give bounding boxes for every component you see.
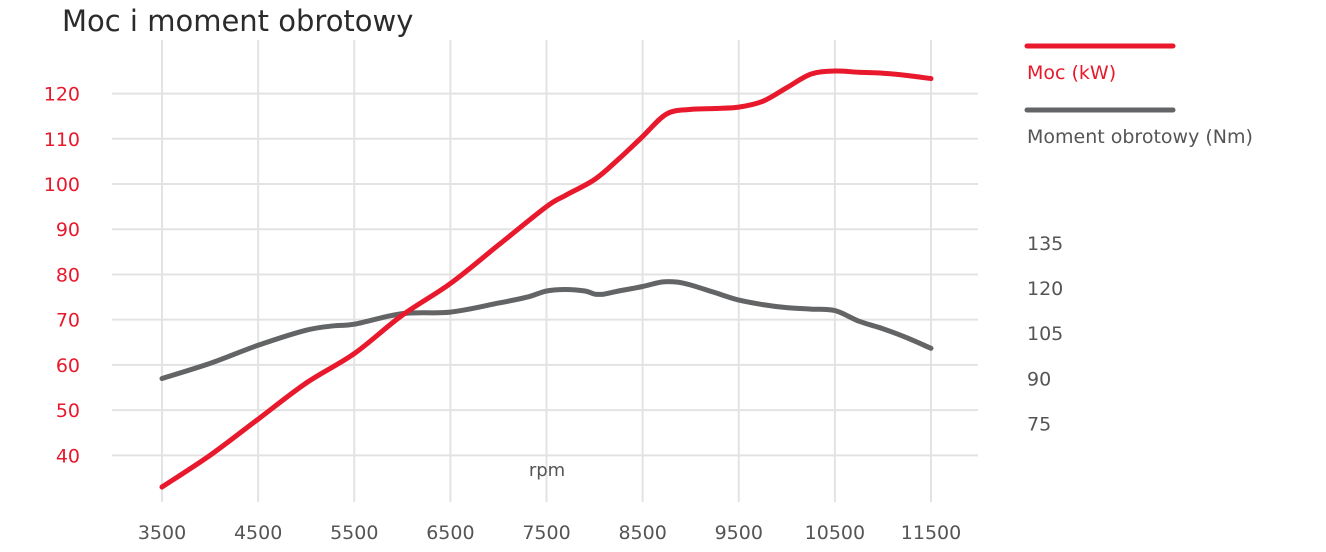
y-left-tick-label: 120 (44, 84, 80, 106)
x-tick-label: 4500 (234, 522, 282, 544)
series-line-torque (159, 279, 934, 381)
series-layer (159, 68, 934, 490)
chart-title: Moc i moment obrotowy (62, 4, 414, 38)
y-left-tick-label: 100 (44, 174, 80, 196)
y-left-tick-label: 60 (56, 355, 80, 377)
y-left-tick-label: 50 (56, 400, 80, 422)
x-tick-label: 9500 (715, 522, 763, 544)
y-left-tick-label: 70 (56, 310, 80, 332)
y-right-tick-label: 135 (1027, 233, 1063, 255)
y-left-tick-label: 110 (44, 129, 80, 151)
x-axis-label: rpm (529, 460, 565, 481)
x-tick-label: 10500 (805, 522, 865, 544)
y-left-tick-label: 80 (56, 264, 80, 286)
x-tick-label: 7500 (522, 522, 570, 544)
legend: Moc (kW) Moment obrotowy (Nm) (1024, 43, 1253, 148)
grid (112, 40, 978, 502)
x-tick-label: 11500 (901, 522, 961, 544)
y-right-tick-label: 120 (1027, 278, 1063, 300)
x-tick-label: 8500 (618, 522, 666, 544)
y-left-tick-label: 40 (56, 445, 80, 467)
x-tick-label: 6500 (426, 522, 474, 544)
legend-label-power: Moc (kW) (1027, 62, 1116, 84)
x-tick-label: 5500 (330, 522, 378, 544)
y-right-tick-label: 75 (1027, 414, 1051, 436)
series-line-power (159, 68, 934, 490)
y-right-tick-label: 90 (1027, 368, 1051, 390)
y-right-tick-label: 105 (1027, 323, 1063, 345)
axis-labels: 3500 4500 5500 6500 7500 8500 9500 10500 11500 40… (44, 84, 1064, 544)
x-tick-label: 3500 (138, 522, 186, 544)
legend-label-torque: Moment obrotowy (Nm) (1027, 126, 1253, 148)
y-left-tick-label: 90 (56, 219, 80, 241)
